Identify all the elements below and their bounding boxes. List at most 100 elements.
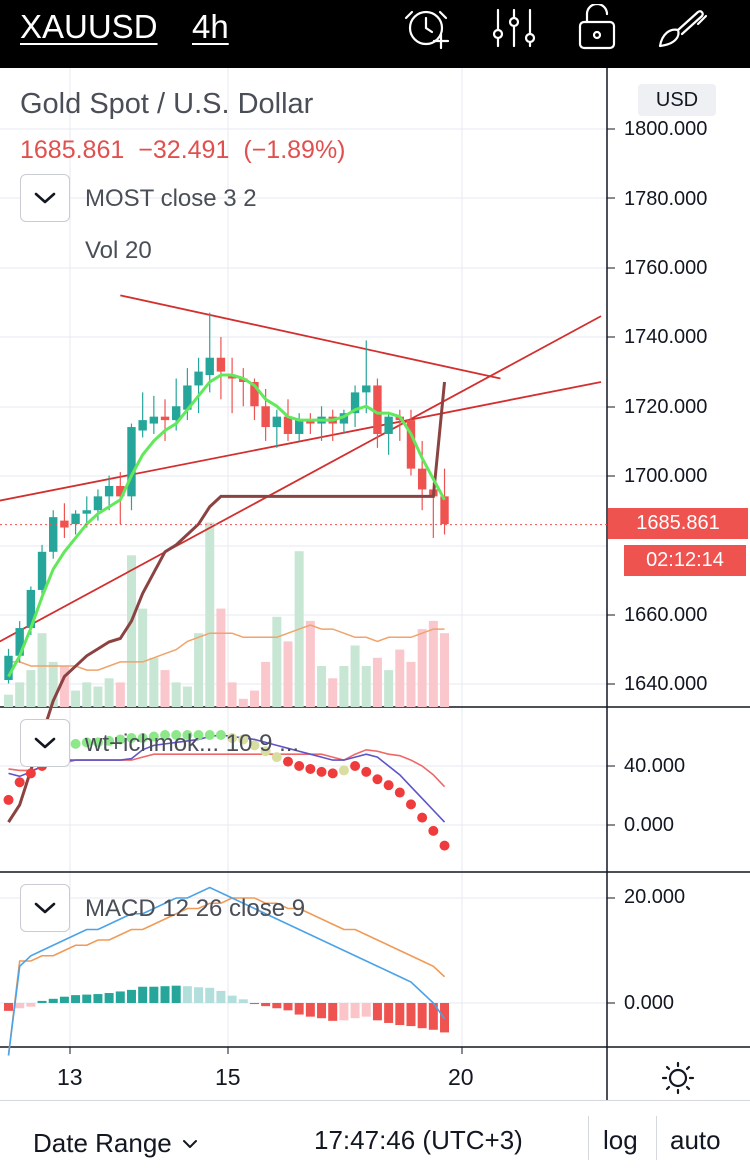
wt-collapse-button[interactable] <box>20 719 70 767</box>
time-axis-label: 15 <box>215 1064 241 1090</box>
chart-canvas[interactable] <box>0 68 750 1100</box>
price-axis-label: 1780.000 <box>624 188 708 210</box>
price-axis-label: 1640.000 <box>624 673 708 695</box>
instrument-title: Gold Spot / U.S. Dollar <box>20 88 314 120</box>
candle-body <box>15 628 24 656</box>
session-clock[interactable]: 17:47:46 (UTC+3) <box>314 1125 523 1155</box>
wt-dot <box>249 740 260 751</box>
volume-bar <box>384 670 394 707</box>
wt-dot <box>115 734 126 745</box>
macd-histogram-bar <box>138 986 148 1003</box>
volume-bar <box>417 629 427 707</box>
top-toolbar: XAUUSD 4h <box>0 0 750 68</box>
macd-histogram-bar <box>4 1003 13 1011</box>
wt-dot <box>148 731 159 742</box>
wt-dot <box>361 766 372 777</box>
timeframe-selector[interactable]: 4h <box>192 8 229 45</box>
candle-body <box>127 427 136 497</box>
candle-body <box>4 655 13 681</box>
wt-dot <box>316 766 327 777</box>
volume-bar <box>15 682 25 707</box>
candle-body <box>60 520 69 528</box>
date-range-button[interactable]: Date Range <box>33 1125 198 1159</box>
last-price-tag: 1685.861 <box>608 508 748 539</box>
macd-histogram-bar <box>350 1003 360 1019</box>
volume-bar <box>305 620 315 707</box>
candle-body <box>339 413 349 424</box>
wt-dot <box>193 730 204 741</box>
indicator-label-volume[interactable]: Vol 20 <box>85 237 152 264</box>
macd-collapse-button[interactable] <box>20 884 70 932</box>
time-axis-label: 13 <box>57 1064 83 1090</box>
macd-histogram-bar <box>417 1003 427 1029</box>
price-change: −32.491 <box>138 136 230 164</box>
price-change-readout: 1685.861 −32.491 (−1.89%) <box>20 136 360 165</box>
wt-dot <box>394 787 405 798</box>
macd-histogram-bar <box>126 989 136 1003</box>
candle-body <box>373 385 382 434</box>
wt-dot <box>238 734 249 745</box>
wt-dot <box>271 752 282 763</box>
indicator-label-wt[interactable]: wt+ichmok... 10 9 ... <box>85 730 300 757</box>
price-axis-label: 1800.000 <box>624 118 708 140</box>
alert-clock-icon[interactable] <box>400 4 456 52</box>
symbol-name[interactable]: XAUUSD <box>20 8 158 45</box>
candle-body <box>227 375 237 379</box>
volume-bar <box>372 657 382 707</box>
volume-bar <box>48 661 58 707</box>
wt-dot <box>137 732 148 743</box>
currency-badge[interactable]: USD <box>638 84 716 116</box>
volume-bar <box>406 661 416 707</box>
macd-histogram-bar <box>15 1003 25 1009</box>
volume-bar <box>93 686 103 707</box>
macd-histogram-bar <box>261 1003 271 1007</box>
lock-icon[interactable] <box>570 2 626 52</box>
wt-dot <box>372 774 383 785</box>
volume-ma-line <box>8 624 445 671</box>
wt-dot <box>305 763 316 774</box>
macd-histogram-bar <box>216 990 226 1003</box>
volume-bar <box>138 608 148 707</box>
candle-body <box>104 485 114 497</box>
drawing-brush-icon[interactable] <box>654 4 710 52</box>
time-axis-label: 20 <box>448 1064 474 1090</box>
wt-dot <box>70 738 81 749</box>
legend-collapse-button[interactable] <box>20 174 70 222</box>
candle-body <box>216 357 226 372</box>
candle-body <box>272 416 282 428</box>
volume-bar <box>82 682 92 707</box>
date-range-label: Date Range <box>33 1128 172 1158</box>
candle-body <box>294 420 304 434</box>
log-scale-toggle[interactable]: log <box>603 1125 638 1155</box>
wt-dot <box>92 737 103 748</box>
wt-dot <box>204 730 215 741</box>
macd-axis-label: 0.000 <box>624 992 675 1014</box>
chevron-down-icon <box>34 192 56 204</box>
volume-bar <box>249 690 259 707</box>
wt-dot <box>294 761 305 771</box>
chevron-down-icon <box>34 737 56 749</box>
volume-bar <box>205 522 215 707</box>
candle-body <box>205 357 214 376</box>
indicator-label-most[interactable]: MOST close 3 2 <box>85 185 257 212</box>
indicator-label-macd[interactable]: MACD 12 26 close 9 <box>85 895 306 922</box>
macd-histogram-bar <box>149 986 159 1003</box>
volume-bar <box>395 649 405 707</box>
volume-bar <box>194 633 204 707</box>
indicators-sliders-icon[interactable] <box>486 4 542 52</box>
volume-bar <box>59 666 69 707</box>
last-price: 1685.861 <box>20 136 125 164</box>
wt-dot <box>350 761 361 771</box>
candle-body <box>194 371 203 386</box>
macd-histogram-bar <box>395 1003 405 1026</box>
candle-body <box>93 496 103 511</box>
settings-sun-icon[interactable] <box>660 1060 696 1096</box>
volume-bar <box>238 698 248 707</box>
chevron-down-icon <box>182 1125 198 1156</box>
wt-dot <box>81 737 92 748</box>
chevron-down-icon <box>34 902 56 914</box>
candle-body <box>149 416 159 424</box>
volume-bar <box>227 682 237 707</box>
macd-axis-label: 20.000 <box>624 886 686 908</box>
auto-scale-toggle[interactable]: auto <box>670 1125 721 1155</box>
